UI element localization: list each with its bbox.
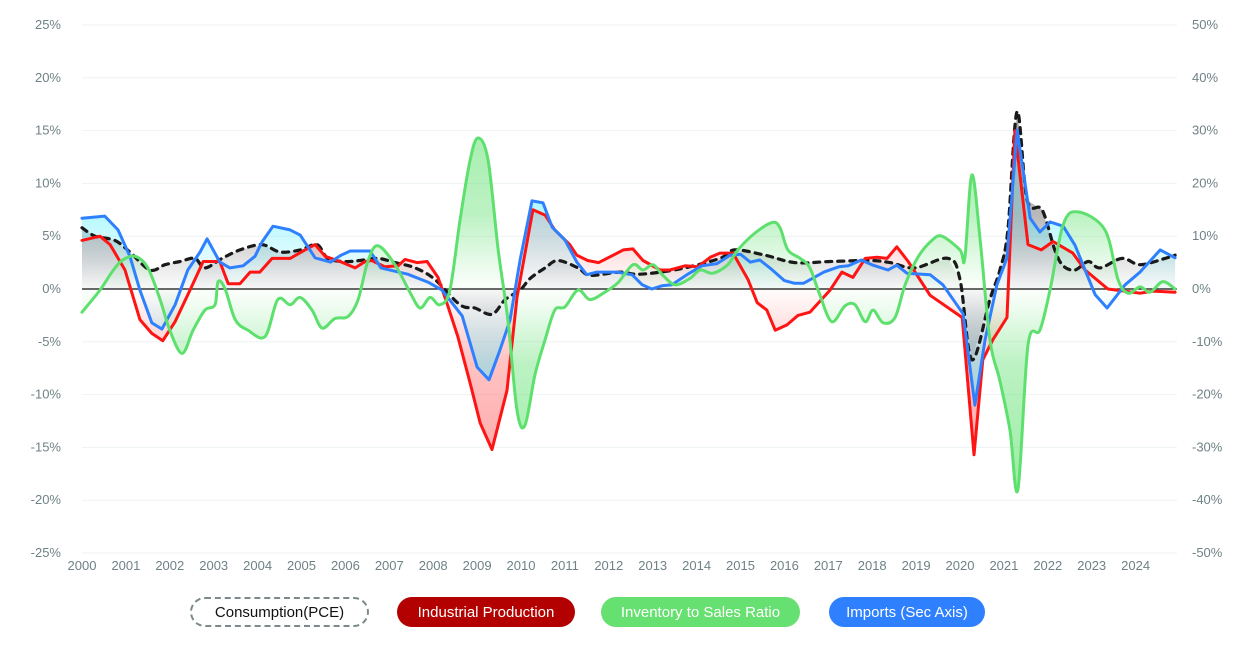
x-tick-label: 2000 <box>68 558 97 573</box>
legend-label: Industrial Production <box>417 603 555 621</box>
left-tick-label: -20% <box>31 492 62 507</box>
right-tick-label: -10% <box>1192 334 1223 349</box>
x-tick-label: 2014 <box>682 558 711 573</box>
right-tick-label: 40% <box>1192 70 1218 85</box>
x-tick-label: 2012 <box>594 558 623 573</box>
left-tick-label: 15% <box>35 123 61 138</box>
left-tick-label: 25% <box>35 17 61 32</box>
x-tick-label: 2007 <box>375 558 404 573</box>
x-tick-label: 2009 <box>463 558 492 573</box>
right-tick-label: -20% <box>1192 387 1223 402</box>
x-tick-label: 2020 <box>946 558 975 573</box>
left-axis-ticks: 25% 20% 15% 10% 5% 0% -5% -10% -15% -20% -25% <box>31 17 62 560</box>
series-line-industrial-production <box>80 129 1177 457</box>
left-tick-label: 10% <box>35 175 61 190</box>
x-tick-label: 2015 <box>726 558 755 573</box>
right-tick-label: 10% <box>1192 228 1218 243</box>
legend-inventory-sales-ratio[interactable]: Inventory to Sales Ratio <box>601 597 800 627</box>
right-tick-label: -30% <box>1192 439 1223 454</box>
series-fills <box>82 111 1176 492</box>
x-tick-label: 2024 <box>1121 558 1150 573</box>
left-tick-label: 0% <box>42 281 61 296</box>
x-tick-label: 2008 <box>419 558 448 573</box>
right-tick-label: 30% <box>1192 123 1218 138</box>
left-tick-label: 5% <box>42 228 61 243</box>
x-tick-label: 2004 <box>243 558 272 573</box>
right-axis-ticks: 50% 40% 30% 20% 10% 0% -10% -20% -30% -40% -50% <box>1192 17 1223 560</box>
x-tick-label: 2016 <box>770 558 799 573</box>
x-tick-label: 2022 <box>1033 558 1062 573</box>
series-line-inventory-to-sales-ratio <box>80 136 1177 494</box>
x-tick-label: 2006 <box>331 558 360 573</box>
x-tick-label: 2001 <box>111 558 140 573</box>
x-axis-ticks: 2000 2001 2002 2003 2004 2005 2006 2007 2008 2009… <box>68 558 1151 573</box>
x-tick-label: 2003 <box>199 558 228 573</box>
left-tick-label: -25% <box>31 545 62 560</box>
right-tick-label: -40% <box>1192 492 1223 507</box>
legend-consumption-pce[interactable]: Consumption(PCE) <box>190 597 369 627</box>
x-tick-label: 2023 <box>1077 558 1106 573</box>
left-tick-label: -15% <box>31 439 62 454</box>
legend-industrial-production[interactable]: Industrial Production <box>397 597 575 627</box>
series-fill-3 <box>82 130 1176 406</box>
x-tick-label: 2021 <box>989 558 1018 573</box>
x-tick-label: 2005 <box>287 558 316 573</box>
x-tick-label: 2011 <box>551 558 579 573</box>
right-tick-label: 50% <box>1192 17 1218 32</box>
x-tick-label: 2017 <box>814 558 843 573</box>
left-tick-label: -10% <box>31 387 62 402</box>
legend-label: Imports (Sec Axis) <box>846 603 968 621</box>
right-tick-label: 0% <box>1192 281 1211 296</box>
legend-imports[interactable]: Imports (Sec Axis) <box>829 597 985 627</box>
series-line-imports-sec-axis <box>80 128 1177 407</box>
x-tick-label: 2019 <box>902 558 931 573</box>
legend-label: Inventory to Sales Ratio <box>620 603 781 621</box>
left-tick-label: 20% <box>35 70 61 85</box>
legend: Consumption(PCE) Industrial Production I… <box>0 597 1241 627</box>
x-tick-label: 2002 <box>155 558 184 573</box>
x-tick-label: 2018 <box>858 558 887 573</box>
x-tick-label: 2010 <box>507 558 536 573</box>
x-tick-label: 2013 <box>638 558 667 573</box>
legend-label: Consumption(PCE) <box>214 603 345 621</box>
left-tick-label: -5% <box>38 334 62 349</box>
series-lines <box>80 109 1177 494</box>
right-tick-label: -50% <box>1192 545 1223 560</box>
right-tick-label: 20% <box>1192 175 1218 190</box>
